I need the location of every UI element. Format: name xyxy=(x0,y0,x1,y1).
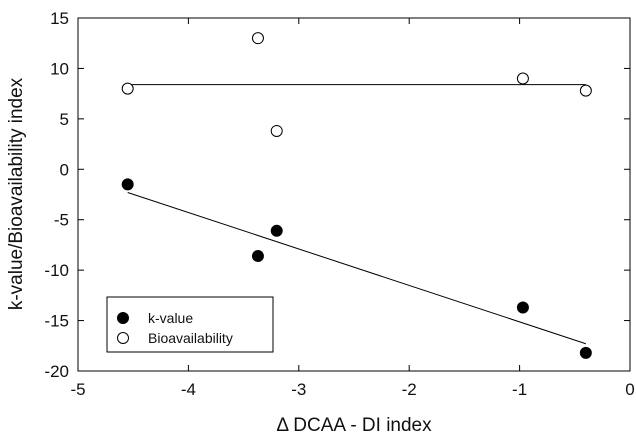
trendline-k-value xyxy=(127,192,586,345)
point-bioavailability xyxy=(579,84,592,97)
point-bioavailability xyxy=(270,124,283,137)
point-k-value xyxy=(516,301,529,314)
x-tick-label: 0 xyxy=(625,380,634,399)
y-tick-label: -15 xyxy=(44,312,69,331)
x-tick-label: -3 xyxy=(291,380,306,399)
point-k-value xyxy=(121,178,134,191)
legend-marker-bioavailability xyxy=(117,332,129,344)
x-tick-label: -1 xyxy=(512,380,527,399)
point-k-value xyxy=(579,346,592,359)
data-points xyxy=(121,32,592,359)
point-bioavailability xyxy=(251,32,264,45)
point-bioavailability xyxy=(516,72,529,85)
x-tick-label: -5 xyxy=(70,380,85,399)
x-tick-label: -2 xyxy=(402,380,417,399)
legend-box xyxy=(106,296,274,353)
x-axis: -5 -4 -3 -2 -1 0 xyxy=(70,18,635,399)
x-tick-label: -4 xyxy=(181,380,196,399)
y-axis: -20 -15 -10 -5 0 5 10 15 xyxy=(44,9,630,381)
trendlines xyxy=(127,84,586,345)
point-k-value xyxy=(270,224,283,237)
y-tick-label: 10 xyxy=(50,59,69,78)
legend: k-value Bioavailability xyxy=(106,296,274,353)
y-tick-label: -10 xyxy=(44,261,69,280)
legend-label-bioavailability: Bioavailability xyxy=(148,330,233,346)
y-tick-label: -5 xyxy=(54,211,69,230)
x-axis-title: Δ DCAA - DI index xyxy=(276,415,432,436)
legend-marker-k-value xyxy=(117,312,129,324)
y-tick-label: -20 xyxy=(44,362,69,381)
y-tick-label: 15 xyxy=(50,9,69,28)
point-bioavailability xyxy=(121,82,134,95)
y-tick-label: 5 xyxy=(60,110,69,129)
legend-label-k-value: k-value xyxy=(148,310,193,326)
y-axis-title: k-value/Bioavailability index xyxy=(6,77,27,310)
point-k-value xyxy=(251,250,264,263)
y-tick-label: 0 xyxy=(60,160,69,179)
plot-frame xyxy=(77,17,631,372)
